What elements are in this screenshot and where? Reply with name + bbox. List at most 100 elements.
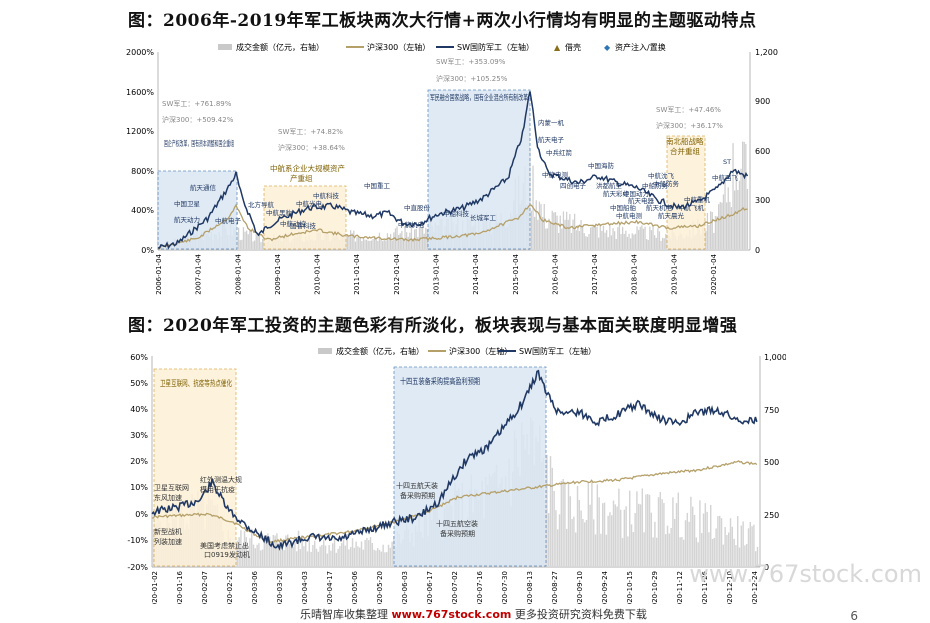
volume-bar <box>256 544 258 566</box>
chart2-legend: 成交金额（亿元，右轴） 沪深300（左轴） SW国防军工（左轴） <box>318 346 596 356</box>
volume-bar <box>598 237 600 249</box>
volume-bar <box>641 225 643 249</box>
volume-bar <box>683 539 685 566</box>
volume-bar <box>272 534 275 566</box>
x-tick-label: 2020-09-24 <box>601 570 609 604</box>
tick: 250 <box>764 511 779 520</box>
x-tick-label: 2020-02-07 <box>201 571 209 604</box>
volume-bar <box>333 535 336 566</box>
note: 列装加速 <box>154 537 182 546</box>
volume-bar <box>666 525 669 566</box>
x-tick-label: 2013-01-04 <box>433 253 441 294</box>
volume-bar <box>638 229 640 249</box>
volume-bar <box>315 548 318 566</box>
volume-bar <box>729 518 732 566</box>
volume-bar <box>366 537 368 566</box>
event-label: 中航沈飞 <box>648 171 675 180</box>
volume-bar <box>658 231 661 249</box>
volume-bar <box>292 546 294 566</box>
volume-bar <box>564 481 566 566</box>
volume-bar <box>369 537 372 566</box>
x-tick-label: 2020-09-10 <box>576 571 584 604</box>
tick: 30% <box>130 431 148 440</box>
volume-bar <box>632 532 635 566</box>
volume-bar <box>245 537 248 566</box>
volume-bar <box>274 535 276 566</box>
volume-bar <box>418 226 421 249</box>
box4-hs-label: 沪深300：+36.17% <box>656 121 723 130</box>
volume-bar <box>604 232 606 249</box>
volume-bar <box>326 553 329 566</box>
legend-asset: 资产注入/置换 <box>615 42 666 52</box>
volume-bar <box>534 216 536 249</box>
volume-bar <box>746 188 749 249</box>
volume-bar <box>367 240 369 249</box>
volume-bar <box>246 230 248 249</box>
volume-bar <box>573 516 575 566</box>
chart2: 成交金额（亿元，右轴） 沪深300（左轴） SW国防军工（左轴） 60% 50%… <box>127 346 786 604</box>
chart1-right-ticks: 1,200 900 600 300 0 <box>755 48 778 255</box>
volume-bar <box>643 532 645 566</box>
volume-bar <box>724 177 726 249</box>
volume-bar <box>350 547 352 566</box>
volume-bar <box>391 541 393 566</box>
volume-bar <box>353 230 355 249</box>
volume-bar <box>276 533 278 566</box>
volume-bar <box>751 526 753 566</box>
volume-bar <box>665 233 667 249</box>
volume-bar <box>384 552 386 566</box>
volume-bar <box>719 201 721 249</box>
watermark: www.767stock.com <box>689 560 922 588</box>
volume-bar <box>398 234 400 249</box>
volume-bar <box>250 230 253 249</box>
volume-bar <box>659 492 662 566</box>
volume-bar <box>551 210 553 249</box>
volume-bar <box>319 546 321 566</box>
legend-volume: 成交金额（亿元，右轴） <box>236 42 324 52</box>
volume-bar <box>362 549 365 566</box>
volume-bar <box>375 550 377 566</box>
volume-bar <box>387 544 390 566</box>
note: 美国考虑禁止出 <box>200 541 249 550</box>
volume-bar <box>402 238 405 249</box>
volume-bar <box>404 226 406 249</box>
volume-bar <box>549 456 552 566</box>
x-tick-label: 2020-11-12 <box>676 571 684 604</box>
volume-bar <box>603 502 606 566</box>
volume-bar <box>618 488 620 566</box>
event-label: 内蒙一机 <box>538 118 565 127</box>
tick: 1,000 <box>764 353 786 362</box>
event-label: 北方导航 <box>248 200 275 209</box>
note: 备采购预期 <box>440 529 475 538</box>
volume-bar <box>610 235 613 249</box>
volume-bar <box>729 201 731 249</box>
x-tick-label: 2020-01-02 <box>151 571 159 604</box>
volume-bar <box>588 234 590 249</box>
x-tick-label: 2020-01-16 <box>176 570 184 604</box>
volume-bar <box>737 189 739 249</box>
x-tick-label: 2020-08-27 <box>551 571 559 604</box>
x-tick-label: 2020-03-06 <box>251 570 259 604</box>
volume-bar <box>594 534 597 566</box>
legend-volume: 成交金额（亿元，右轴） <box>336 346 424 356</box>
volume-bar <box>383 239 385 249</box>
volume-bar <box>558 514 561 566</box>
volume-bar <box>332 543 334 566</box>
footer-left: 乐晴智库收集整理 <box>300 608 388 621</box>
volume-bar <box>560 480 563 566</box>
volume-bar <box>585 519 588 566</box>
volume-bar <box>649 226 651 249</box>
x-tick-label: 2020-02-21 <box>226 571 234 604</box>
event-label: 中航科技 <box>313 191 340 200</box>
volume-bar <box>351 538 354 566</box>
volume-bar <box>255 233 257 249</box>
volume-bar <box>242 227 245 249</box>
volume-bar <box>660 240 662 249</box>
volume-bar <box>241 239 243 249</box>
volume-bar <box>386 233 389 249</box>
volume-bar <box>699 500 701 566</box>
event-label: 航天彩虹 <box>603 189 630 198</box>
tick: -20% <box>127 563 148 572</box>
volume-bar <box>620 509 622 566</box>
volume-bar <box>566 211 568 249</box>
